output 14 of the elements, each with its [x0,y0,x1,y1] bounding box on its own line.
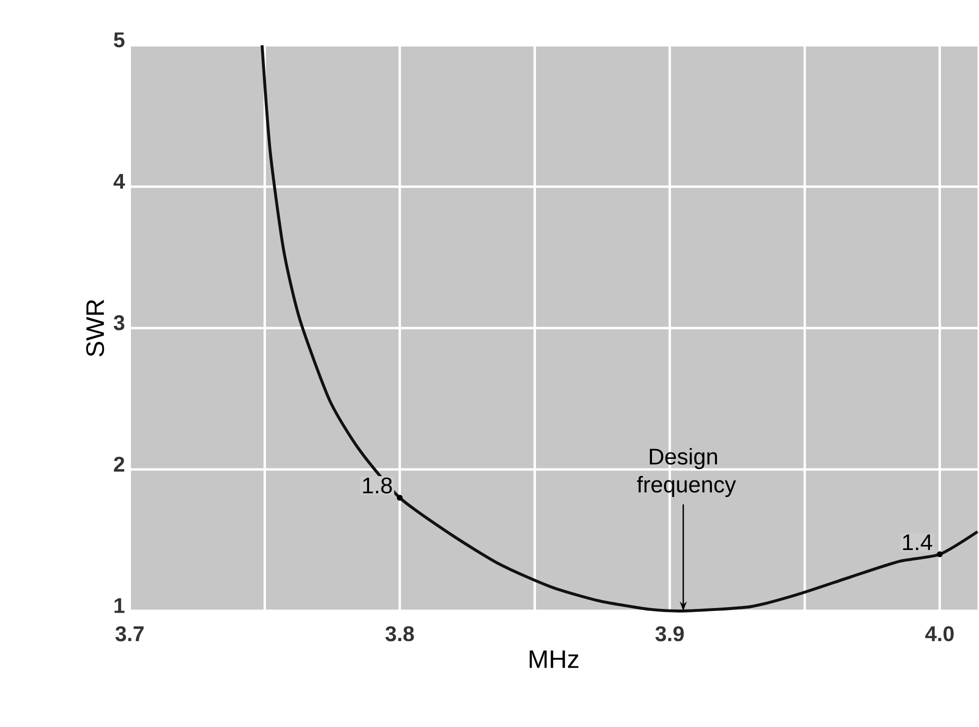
x-tick-label: 3.9 [655,626,684,642]
y-axis-title: SWR [86,300,104,357]
x-tick-label: 3.8 [385,626,414,642]
x-axis-title: MHz [530,650,578,668]
x-tick-label: 4.0 [925,626,954,642]
y-tick-label: 2 [114,456,124,472]
y-tick-label: 1 [114,598,124,614]
y-tick-label: 5 [114,32,124,48]
y-tick-label: 3 [114,315,124,330]
annotation: 1.8 [363,478,392,494]
y-tick-label: 4 [114,174,125,189]
annotation: 1.4 [903,534,932,550]
annotation: Design frequency [636,448,736,498]
x-tick-label: 3.7 [115,626,144,642]
